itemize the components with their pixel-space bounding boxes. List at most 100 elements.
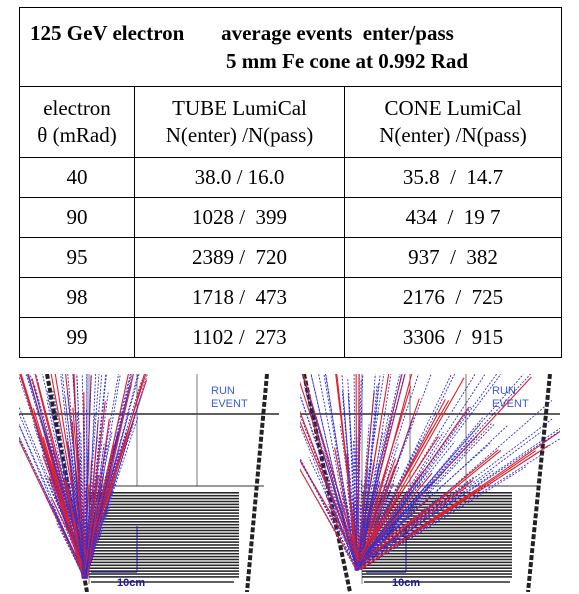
table-row: 40 38.0 / 16.0 35.8 / 14.7 [19,157,563,198]
particle-track [357,431,542,569]
particle-track [82,433,118,571]
particle-track [354,418,553,569]
particle-track [360,444,550,570]
particle-track [44,475,87,570]
lumical-plane [362,532,512,535]
particle-track [26,374,88,572]
particle-track [334,447,358,568]
events-table: 125 GeV electron average events enter/pa… [18,7,563,358]
particle-track [358,377,465,564]
lumical-plane [89,570,239,572]
particle-track [356,479,436,566]
theta-cell: 95 [19,237,135,278]
particle-track [357,424,370,569]
particle-track [85,416,139,573]
particle-track [42,436,83,572]
title-line-2: 5 mm Fe cone at 0.992 Rad [226,49,469,73]
lumical-plane [89,541,239,543]
header-theta-line2: θ (mRad) [37,123,117,147]
theta-cell: 99 [19,317,135,358]
particle-track [60,374,84,577]
tube-event-display: RUN EVENT 10cm [19,374,279,592]
particle-track [355,469,495,571]
particle-track [19,435,83,573]
lumical-plane [89,512,239,514]
cone-cell: 434 / 19 7 [343,197,563,238]
run-label: RUN [492,385,516,397]
particle-track [355,435,475,568]
lumical-plane [89,573,239,575]
cone-event-display: RUN EVENT 10cm [300,374,560,592]
particle-track [323,374,357,564]
table-row: 99 1102 / 273 3306 / 915 [19,317,563,358]
theta-cell: 98 [19,277,135,318]
particle-track [85,408,89,577]
particle-track [42,374,88,573]
header-cone-line1: CONE LumiCal [384,96,522,120]
particle-track [302,374,361,563]
particle-track [300,410,360,566]
lumical-plane [362,497,512,500]
particle-track [84,374,107,579]
lumical-plane [89,492,239,494]
lumical-plane [362,555,512,558]
lumical-plane [89,503,239,506]
event-label: EVENT [492,398,529,410]
tube-display-canvas: RUN EVENT 10cm [19,374,279,592]
lumical-plane [89,555,239,558]
lumical-planes [89,492,239,578]
header-theta-line1: electron [43,96,111,120]
lumical-plane [89,509,239,511]
particle-track [358,374,376,570]
particle-track [338,394,358,562]
particle-tracks [300,374,560,572]
particle-track [85,517,102,577]
particle-track [55,450,86,571]
lumical-plane [362,512,512,514]
particle-track [354,374,364,563]
lumical-plane [89,550,239,552]
particle-track [82,374,119,579]
particle-track [359,427,560,566]
lumical-plane [362,529,512,532]
particle-track [360,466,526,570]
lumical-plane [362,558,512,561]
table-title: 125 GeV electron average events enter/pa… [18,7,563,87]
particle-track [357,423,482,564]
title-line-1: 125 GeV electron average events enter/pa… [30,21,454,45]
lumical-plane [89,500,239,503]
particle-track [85,374,129,570]
particle-track [70,459,84,573]
table-row: 98 1718 / 473 2176 / 725 [19,277,563,318]
lumical-plane [362,506,512,509]
lumical-plane [362,573,512,575]
particle-track [357,374,360,570]
particle-track [360,464,380,566]
tube-cell: 1102 / 273 [134,317,345,358]
particle-track [353,440,357,562]
lumical-plane [362,576,512,578]
lumical-plane [89,523,239,526]
particle-track [359,374,502,563]
header-cone-line2: N(enter) /N(pass) [379,123,527,147]
particle-track [82,509,87,571]
particle-track [341,389,359,571]
particle-track [66,392,87,573]
lumical-plane [89,497,239,500]
scale-bar: 10cm [91,526,145,589]
table-row: 95 2389 / 720 937 / 382 [19,237,563,278]
particle-track [356,374,419,565]
particle-track [357,406,472,565]
lumical-plane [89,558,239,561]
lumical-plane [89,532,239,535]
particle-track [19,439,84,574]
header-tube: TUBE LumiCal N(enter) /N(pass) [134,86,345,158]
particle-track [358,399,553,570]
particle-track [325,374,358,571]
header-tube-line2: N(enter) /N(pass) [165,123,314,147]
particle-track [341,392,357,564]
particle-track [354,430,560,567]
particle-track [86,374,97,576]
cone-cell: 35.8 / 14.7 [343,157,563,198]
cone-cell: 3306 / 915 [343,317,563,358]
